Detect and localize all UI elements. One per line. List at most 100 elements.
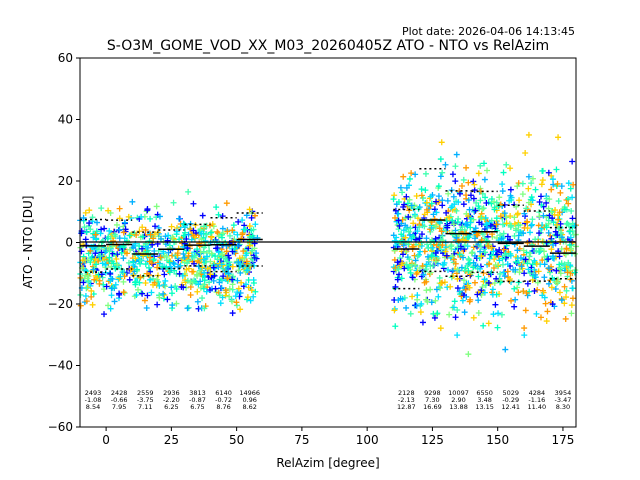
data-point (548, 186, 555, 193)
data-point (233, 299, 240, 306)
data-point (508, 297, 515, 304)
data-point (460, 292, 467, 299)
data-point (478, 215, 485, 222)
data-point (421, 223, 428, 230)
data-point (139, 233, 146, 240)
bin-count-label: 14966 (239, 389, 260, 397)
data-point (557, 230, 564, 237)
y-tick-label: 40 (58, 113, 73, 127)
data-point (116, 215, 123, 222)
data-point (500, 246, 507, 253)
data-point (203, 288, 210, 295)
data-point (109, 284, 116, 291)
data-point (138, 289, 145, 296)
data-point (446, 311, 453, 318)
data-point (175, 263, 182, 270)
data-point (454, 244, 461, 251)
data-point (561, 261, 568, 268)
data-point (499, 261, 506, 268)
data-point (528, 180, 535, 187)
data-point (555, 134, 562, 141)
data-point (220, 230, 227, 237)
data-point (549, 176, 556, 183)
data-point (552, 279, 559, 286)
data-point (150, 235, 157, 242)
data-point (567, 185, 574, 192)
data-point (452, 163, 459, 170)
data-point (92, 250, 99, 257)
data-point (197, 278, 204, 285)
data-point (190, 277, 197, 284)
data-point (446, 214, 453, 221)
data-point (222, 287, 229, 294)
data-point (82, 272, 89, 279)
data-point (439, 202, 446, 209)
data-point (176, 236, 183, 243)
data-point (130, 262, 137, 269)
data-point (88, 255, 95, 262)
data-point (491, 280, 498, 287)
data-point (475, 297, 482, 304)
data-point (556, 289, 563, 296)
data-point (102, 261, 109, 268)
data-point (198, 236, 205, 243)
data-point (568, 302, 575, 309)
data-point (431, 314, 438, 321)
data-point (504, 233, 511, 240)
data-point (520, 288, 527, 295)
data-point (433, 209, 440, 216)
data-point (412, 171, 419, 178)
data-point (531, 266, 538, 273)
data-point (219, 251, 226, 258)
data-point (393, 242, 400, 249)
data-point (467, 192, 474, 199)
data-point (150, 275, 157, 282)
x-tick-label: 175 (551, 433, 574, 447)
data-point (126, 276, 133, 283)
data-point (513, 203, 520, 210)
data-point (94, 246, 101, 253)
data-point (135, 286, 142, 293)
data-point (238, 279, 245, 286)
data-point (475, 273, 482, 280)
data-point (523, 289, 530, 296)
data-point (214, 256, 221, 263)
data-point (435, 193, 442, 200)
data-point (554, 180, 561, 187)
data-point (503, 220, 510, 227)
data-point (450, 193, 457, 200)
data-point (406, 196, 413, 203)
data-point (250, 226, 257, 233)
data-point (536, 198, 543, 205)
data-point (445, 190, 452, 197)
data-point (165, 232, 172, 239)
data-point (410, 233, 417, 240)
data-point (445, 266, 452, 273)
data-point (223, 200, 230, 207)
data-point (520, 247, 527, 254)
data-point (80, 279, 87, 286)
data-point (430, 211, 437, 218)
data-point (529, 261, 536, 268)
data-point (465, 255, 472, 262)
bin-std-label: 6.25 (164, 403, 178, 411)
data-point (80, 214, 87, 221)
data-point (397, 184, 404, 191)
data-point (136, 228, 143, 235)
data-point (395, 266, 402, 273)
data-point (112, 233, 119, 240)
data-point (524, 280, 531, 287)
data-point (120, 278, 127, 285)
data-point (534, 279, 541, 286)
data-point (569, 295, 576, 302)
chart-title: S-O3M_GOME_VOD_XX_M03_20260405Z ATO - NT… (107, 38, 549, 54)
data-point (431, 216, 438, 222)
data-point (209, 221, 216, 228)
data-point (437, 280, 444, 287)
data-point (457, 190, 464, 197)
data-point (537, 314, 544, 321)
bin-std-label: 7.95 (112, 403, 126, 411)
data-point (466, 260, 473, 267)
data-point (543, 318, 550, 325)
data-point (519, 191, 526, 198)
